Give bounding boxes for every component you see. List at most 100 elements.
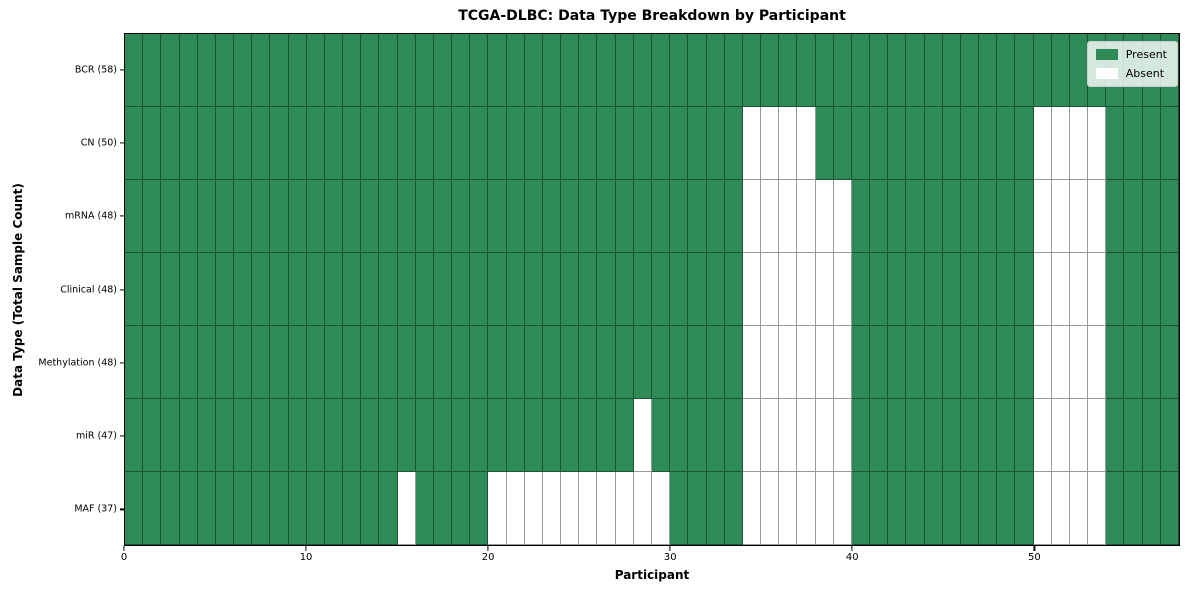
cell-cn-47 [979, 107, 998, 180]
y-tick-label-maf: MAF (37) [74, 503, 117, 515]
cell-mir-17 [433, 399, 453, 472]
cell-methylation-29 [651, 326, 671, 399]
cell-methylation-38 [815, 326, 834, 399]
x-tick-mark-30 [669, 546, 671, 551]
cell-mrna-26 [597, 180, 616, 253]
cell-bcr-37 [797, 34, 816, 107]
cell-maf-8 [270, 472, 289, 545]
cell-mrna-40 [851, 180, 871, 253]
cell-methylation-6 [234, 326, 253, 399]
cell-bcr-13 [361, 34, 380, 107]
cell-clinical-29 [651, 253, 671, 326]
cell-clinical-9 [288, 253, 307, 326]
cell-clinical-36 [779, 253, 798, 326]
cell-clinical-7 [252, 253, 271, 326]
cell-bcr-38 [815, 34, 834, 107]
cell-bcr-44 [924, 34, 943, 107]
cell-mir-25 [579, 399, 598, 472]
cell-mrna-37 [797, 180, 816, 253]
cell-methylation-53 [1088, 326, 1107, 399]
cell-mir-51 [1051, 399, 1070, 472]
cell-mir-20 [488, 399, 507, 472]
cell-cn-3 [179, 107, 198, 180]
cell-clinical-1 [143, 253, 162, 326]
cell-clinical-56 [1142, 253, 1161, 326]
cell-cn-37 [797, 107, 816, 180]
cell-methylation-37 [797, 326, 816, 399]
x-tick-label-10: 10 [299, 552, 313, 563]
cell-maf-50 [1033, 472, 1052, 545]
cell-methylation-50 [1033, 326, 1052, 399]
cell-cn-26 [597, 107, 616, 180]
cell-mrna-24 [561, 180, 580, 253]
cell-mrna-18 [452, 180, 471, 253]
cell-mrna-35 [761, 180, 780, 253]
cell-mir-40 [851, 399, 871, 472]
cell-mrna-52 [1069, 180, 1089, 253]
cell-clinical-17 [433, 253, 453, 326]
cell-clinical-18 [452, 253, 471, 326]
cell-cn-0 [125, 107, 144, 180]
x-tick-mark-20 [487, 546, 489, 551]
cell-mrna-31 [688, 180, 707, 253]
cell-mir-18 [452, 399, 471, 472]
cell-mir-45 [942, 399, 961, 472]
cell-maf-35 [761, 472, 780, 545]
cell-maf-13 [361, 472, 380, 545]
cell-bcr-29 [651, 34, 671, 107]
cell-maf-54 [1106, 472, 1125, 545]
y-tick-label-mir: miR (47) [75, 430, 117, 442]
cell-bcr-18 [452, 34, 471, 107]
cell-clinical-8 [270, 253, 289, 326]
cell-maf-20 [488, 472, 507, 545]
cell-mir-30 [670, 399, 689, 472]
cell-bcr-36 [779, 34, 798, 107]
cell-bcr-39 [833, 34, 852, 107]
cell-cn-6 [234, 107, 253, 180]
cell-methylation-2 [161, 326, 180, 399]
cell-mrna-38 [815, 180, 834, 253]
cell-methylation-41 [870, 326, 889, 399]
cell-maf-45 [942, 472, 961, 545]
y-tick-mark-methylation [120, 362, 124, 364]
cell-cn-34 [742, 107, 762, 180]
cell-maf-53 [1088, 472, 1107, 545]
cell-clinical-33 [724, 253, 743, 326]
cell-methylation-45 [942, 326, 961, 399]
cell-methylation-0 [125, 326, 144, 399]
cell-methylation-9 [288, 326, 307, 399]
cell-maf-29 [651, 472, 671, 545]
cell-mrna-10 [306, 180, 325, 253]
cell-cn-18 [452, 107, 471, 180]
cell-maf-7 [252, 472, 271, 545]
cell-mir-35 [761, 399, 780, 472]
y-tick-label-cn: CN (50) [80, 137, 117, 149]
cell-cn-48 [997, 107, 1016, 180]
cell-maf-41 [870, 472, 889, 545]
x-tick-label-30: 30 [663, 552, 677, 563]
cell-bcr-15 [397, 34, 416, 107]
cell-clinical-6 [234, 253, 253, 326]
cell-methylation-22 [524, 326, 543, 399]
cell-cn-52 [1069, 107, 1089, 180]
cell-mrna-49 [1015, 180, 1034, 253]
cell-cn-14 [379, 107, 398, 180]
cell-clinical-52 [1069, 253, 1089, 326]
cell-cn-9 [288, 107, 307, 180]
x-tick-mark-40 [851, 546, 853, 551]
cell-mrna-0 [125, 180, 144, 253]
cell-mir-31 [688, 399, 707, 472]
cell-cn-53 [1088, 107, 1107, 180]
cell-bcr-49 [1015, 34, 1034, 107]
cell-maf-24 [561, 472, 580, 545]
x-tick-marks [123, 546, 1180, 551]
cell-clinical-43 [906, 253, 925, 326]
cell-maf-38 [815, 472, 834, 545]
cell-mir-36 [779, 399, 798, 472]
cell-mrna-39 [833, 180, 852, 253]
cell-clinical-40 [851, 253, 871, 326]
y-tick-mark-mir [120, 435, 124, 437]
cell-mir-8 [270, 399, 289, 472]
cell-methylation-55 [1124, 326, 1143, 399]
cell-mrna-9 [288, 180, 307, 253]
